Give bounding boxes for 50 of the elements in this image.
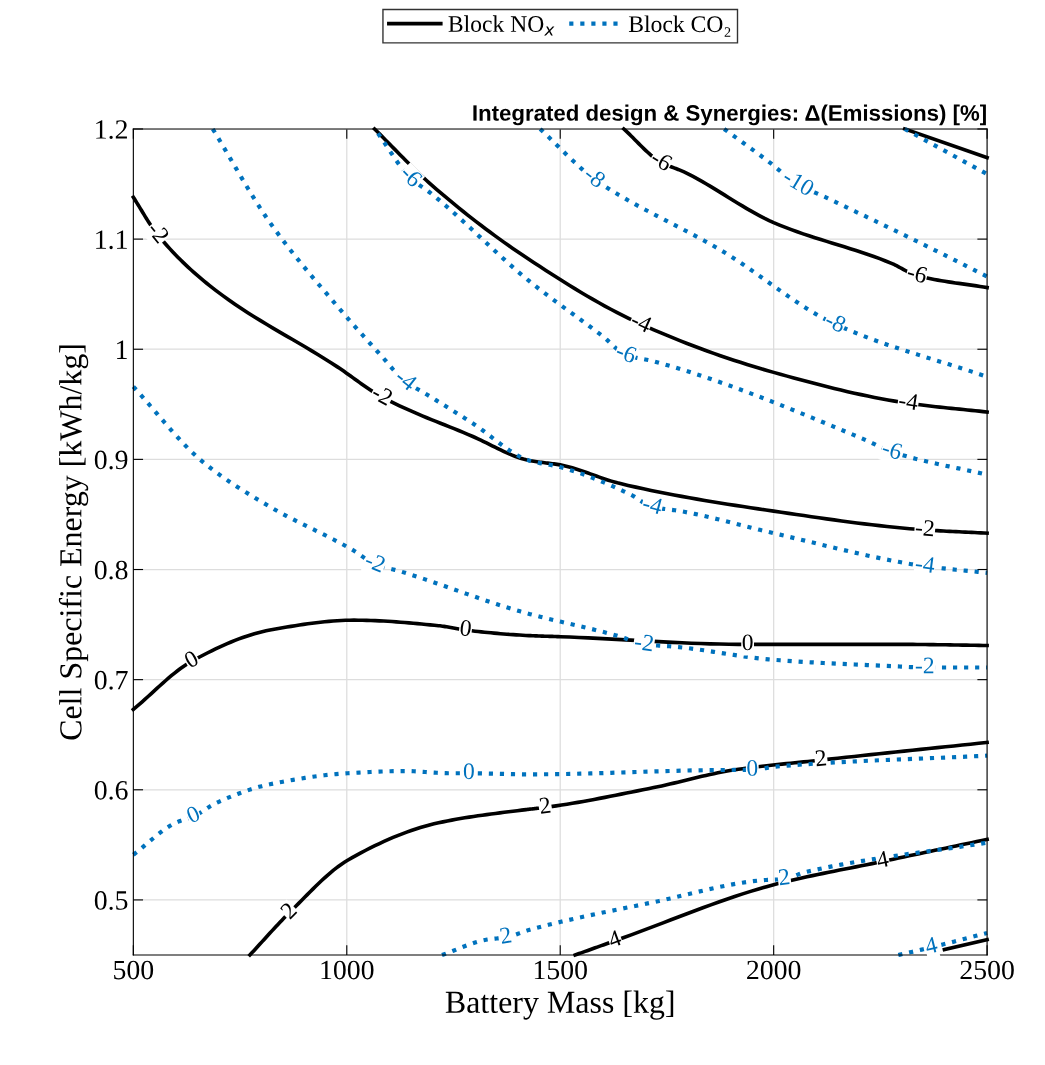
annotation: 2 (279, 901, 298, 920)
annotation: -2 (634, 633, 654, 652)
y-tick-label: 0.6 (94, 780, 128, 800)
annotation: -8 (824, 311, 848, 334)
y-tick-label: 0.5 (94, 891, 128, 910)
annotation: -10 (781, 167, 816, 197)
annotation: 4 (923, 936, 939, 955)
annotation: -8 (582, 165, 607, 189)
annotation: 0 (459, 619, 472, 637)
x-tick-label: 2500 (960, 960, 1014, 980)
annotation: 0 (182, 649, 200, 669)
y-tick-label: 0.8 (94, 560, 128, 580)
annotation: -6 (399, 164, 424, 189)
annotation: 4 (875, 850, 890, 869)
annotation: 4 (606, 929, 623, 948)
annotation: -4 (915, 555, 936, 574)
annotation: -6 (649, 148, 674, 172)
y-tick-label: 1.1 (96, 230, 127, 250)
x-tick-label: 500 (114, 960, 154, 980)
annotation: -6 (881, 439, 904, 461)
y-tick-label: 1 (117, 340, 127, 359)
annotation: -4 (394, 367, 419, 392)
annotation: 0 (185, 805, 201, 824)
annotation: -4 (629, 311, 654, 333)
annotation: 2 (539, 796, 551, 814)
annotation: -2 (364, 551, 387, 573)
annotation: 0 (747, 759, 758, 776)
y-tick-label: 0.7 (94, 670, 128, 690)
annotation: 0 (463, 763, 474, 780)
chart-title: Integrated design & Synergies: Δ(Emissions) [%] (473, 104, 986, 126)
annotation: 2 (815, 749, 827, 767)
annotation: 2 (499, 926, 512, 944)
x-tick-label: 2000 (747, 960, 801, 980)
annotation: -2 (146, 220, 170, 244)
legend-label: Block NO$_{x}$ (448, 15, 555, 36)
x-tick-label: 1000 (321, 960, 374, 980)
annotation: -2 (915, 519, 935, 537)
annotation: -6 (615, 342, 638, 364)
annotation: -2 (915, 657, 934, 674)
y-tick-label: 0.9 (94, 450, 128, 470)
y-tick-label: 1.2 (96, 120, 127, 139)
x-tick-label: 1500 (534, 960, 587, 980)
y-axis-title: Cell Specific Energy [kWh/kg] (58, 345, 89, 740)
legend-label: Block CO₂ (628, 15, 731, 37)
annotation: -6 (906, 263, 929, 284)
annotation: -4 (641, 494, 664, 515)
annotation: -2 (370, 383, 394, 406)
x-axis-title: Battery Mass [kg] (445, 990, 674, 1020)
annotation: -4 (898, 392, 919, 411)
annotation: 0 (742, 634, 753, 651)
